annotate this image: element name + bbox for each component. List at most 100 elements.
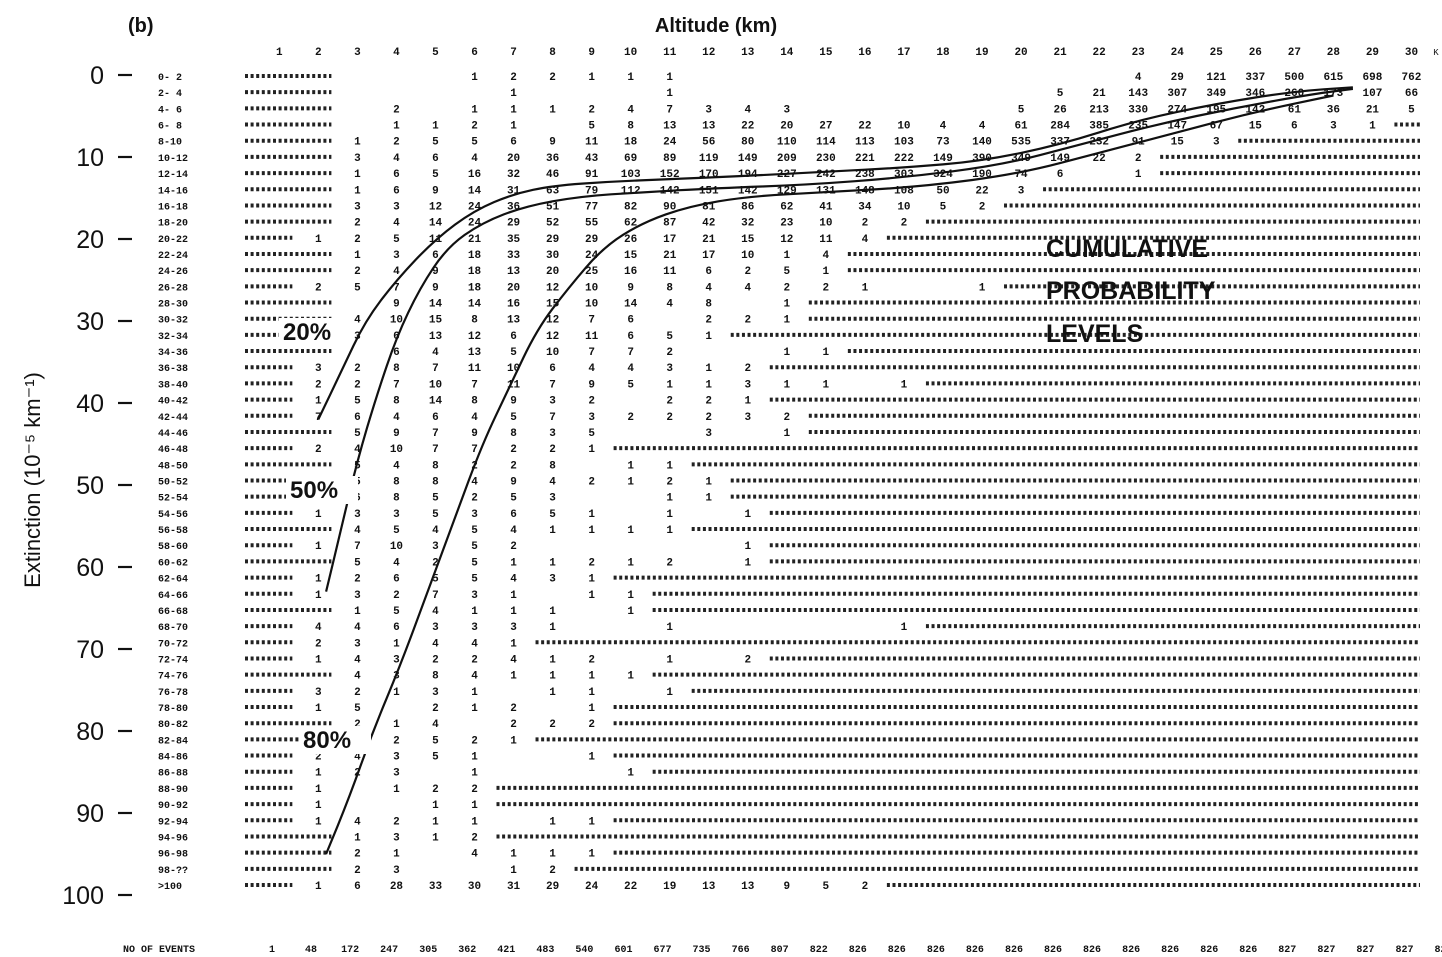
table-cell: 8 xyxy=(432,460,439,472)
table-cell: 1 xyxy=(588,590,595,602)
table-cell: 73 xyxy=(936,137,950,149)
table-cell: 1 xyxy=(705,331,712,343)
table-cell: 1 xyxy=(315,509,322,521)
curve-label-backdrop xyxy=(279,318,351,346)
table-cell: 5 xyxy=(432,752,439,764)
row-label: 88-90 xyxy=(158,785,188,796)
table-cell: 8 xyxy=(393,477,400,489)
y-tick-label: 0 xyxy=(90,62,104,90)
table-cell: 21 xyxy=(1093,88,1107,100)
table-cell: 23 xyxy=(780,218,794,230)
table-cell: 1 xyxy=(1369,121,1376,133)
table-cell: 6 xyxy=(393,185,400,197)
table-cell: 1 xyxy=(471,768,478,780)
table-cell: 1 xyxy=(627,606,634,618)
events-value: 766 xyxy=(732,945,750,956)
table-cell: 1 xyxy=(666,654,673,666)
table-cell: 2 xyxy=(432,703,439,715)
table-cell: 1 xyxy=(510,671,517,683)
table-cell: 1 xyxy=(666,493,673,505)
table-cell: 30 xyxy=(468,881,481,893)
table-cell: 3 xyxy=(705,104,712,116)
row-label: 40-42 xyxy=(158,397,188,408)
events-value: 826 xyxy=(1122,945,1140,956)
table-cell: 5 xyxy=(1018,104,1025,116)
table-cell: 119 xyxy=(699,153,719,165)
table-cell: 61 xyxy=(1014,121,1028,133)
table-cell: 32 xyxy=(741,218,754,230)
table-cell: 1 xyxy=(549,816,556,828)
table-cell: 1 xyxy=(588,687,595,699)
table-cell: 1 xyxy=(588,444,595,456)
table-cell: 19 xyxy=(663,881,676,893)
events-value: 1 xyxy=(269,945,275,956)
row-label: 54-56 xyxy=(158,510,188,521)
table-cell: 87 xyxy=(663,218,676,230)
row-label: 26-28 xyxy=(158,283,188,294)
table-cell: 7 xyxy=(432,428,439,440)
table-cell: 3 xyxy=(432,622,439,634)
table-cell: 1 xyxy=(510,104,517,116)
table-cell: 8 xyxy=(393,493,400,505)
table-cell: 4 xyxy=(354,444,361,456)
table-cell: 107 xyxy=(1363,88,1383,100)
table-cell: 3 xyxy=(393,509,400,521)
table-cell: 3 xyxy=(744,412,751,424)
table-cell: 2 xyxy=(393,104,400,116)
table-cell: 30 xyxy=(546,250,559,262)
table-cell: 2 xyxy=(315,379,322,391)
x-tick-label: 26 xyxy=(1249,47,1262,59)
table-cell: 1 xyxy=(705,493,712,505)
events-value: 601 xyxy=(614,945,632,956)
events-value: 540 xyxy=(575,945,593,956)
table-cell: 13 xyxy=(702,121,716,133)
table-cell: 20 xyxy=(507,153,520,165)
table-cell: 5 xyxy=(1057,88,1064,100)
events-value: 48 xyxy=(305,945,317,956)
table-cell: 3 xyxy=(549,428,556,440)
table-cell: 15 xyxy=(1249,121,1263,133)
table-cell: 1 xyxy=(471,687,478,699)
table-cell: 27 xyxy=(819,121,832,133)
x-tick-label: 2 xyxy=(315,47,322,59)
table-cell: 1 xyxy=(315,816,322,828)
table-cell: 15 xyxy=(1171,137,1185,149)
table-cell: 61 xyxy=(1288,104,1302,116)
table-cell: 1 xyxy=(549,849,556,861)
table-cell: 4 xyxy=(471,671,478,683)
table-cell: 1 xyxy=(549,525,556,537)
table-cell: 6 xyxy=(393,347,400,359)
table-cell: 6 xyxy=(393,169,400,181)
table-cell: 1 xyxy=(354,832,361,844)
y-tick-label: 20 xyxy=(76,226,104,254)
row-label: >100 xyxy=(158,882,182,893)
table-cell: 1 xyxy=(354,250,361,262)
table-cell: 3 xyxy=(354,201,361,213)
table-cell: 66 xyxy=(1405,88,1418,100)
table-cell: 21 xyxy=(702,234,716,246)
x-tick-label: 17 xyxy=(897,47,910,59)
table-cell: 3 xyxy=(393,250,400,262)
table-cell: 16 xyxy=(468,169,481,181)
table-cell: 2 xyxy=(744,266,751,278)
table-cell: 4 xyxy=(432,525,439,537)
table-cell: 1 xyxy=(471,752,478,764)
table-cell: 4 xyxy=(471,638,478,650)
table-cell: 1 xyxy=(315,541,322,553)
table-cell: 2 xyxy=(510,541,517,553)
table-cell: 2 xyxy=(315,444,322,456)
table-cell: 3 xyxy=(354,638,361,650)
table-cell: 1 xyxy=(549,671,556,683)
x-tick-label: 21 xyxy=(1053,47,1067,59)
table-cell: 10 xyxy=(897,121,910,133)
table-cell: 22 xyxy=(1093,153,1106,165)
table-cell: 21 xyxy=(663,250,677,262)
table-cell: 2 xyxy=(354,266,361,278)
table-cell: 5 xyxy=(354,460,361,472)
table-cell: 1 xyxy=(393,784,400,796)
row-label: 56-58 xyxy=(158,526,188,537)
table-cell: 149 xyxy=(933,153,953,165)
table-cell: 4 xyxy=(979,121,986,133)
table-cell: 15 xyxy=(546,299,560,311)
table-cell: 5 xyxy=(432,493,439,505)
